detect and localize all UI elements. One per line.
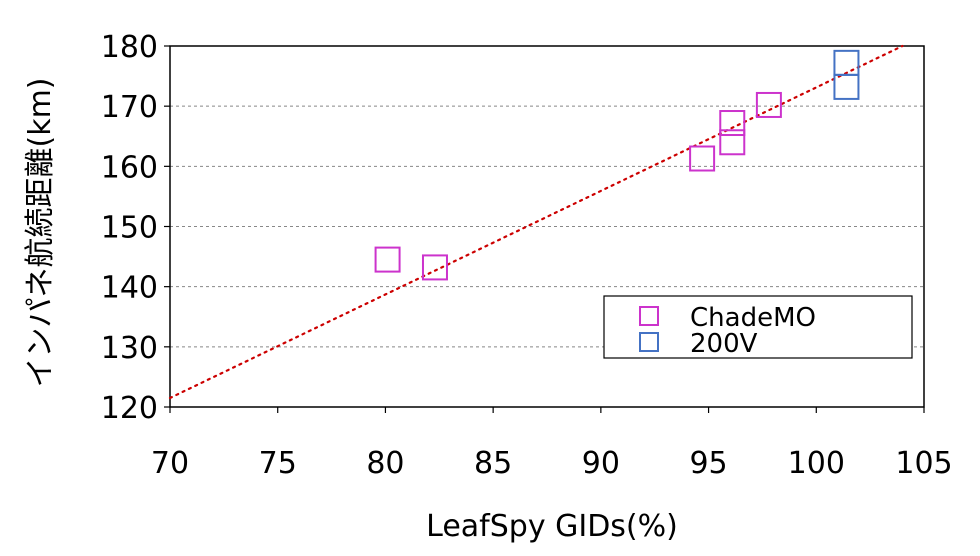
y-axis-label: インパネ航続距離(km) [23, 77, 58, 387]
point-chademo-0 [374, 246, 401, 273]
point-200v-0 [833, 49, 860, 76]
x-tick-label: 105 [895, 446, 952, 481]
legend-label-chademo: ChadeMO [690, 303, 816, 333]
legend-marker-chademo [639, 306, 659, 326]
trendline [168, 44, 904, 400]
y-tick-label: 180 [101, 30, 158, 65]
y-tick-label: 140 [101, 271, 158, 306]
y-tick-label: 160 [101, 150, 158, 185]
point-chademo-5 [755, 91, 782, 118]
legend: ChadeMO 200V [603, 295, 913, 359]
legend-marker-200v [639, 332, 659, 352]
x-tick-label: 100 [788, 446, 845, 481]
data-points [374, 49, 860, 281]
y-tick-label: 130 [101, 331, 158, 366]
x-tick-label: 80 [366, 446, 404, 481]
x-axis-label: LeafSpy GIDs(%) [426, 509, 678, 544]
y-tick-label: 170 [101, 90, 158, 125]
x-axis-ticks: 70 75 80 85 90 95 100 105 [151, 407, 953, 481]
x-tick-label: 90 [582, 446, 620, 481]
y-tick-label: 150 [101, 211, 158, 246]
point-chademo-3 [719, 110, 746, 137]
x-tick-label: 95 [689, 446, 727, 481]
x-tick-label: 70 [151, 446, 189, 481]
y-axis-ticks: 120 130 140 150 160 170 180 [101, 30, 170, 426]
point-chademo-1 [421, 254, 448, 281]
point-chademo-4 [719, 129, 746, 156]
point-chademo-2 [689, 145, 716, 172]
point-200v-1 [833, 73, 860, 100]
y-tick-label: 120 [101, 391, 158, 426]
x-tick-label: 75 [259, 446, 297, 481]
legend-label-200v: 200V [690, 329, 758, 359]
x-tick-label: 85 [474, 446, 512, 481]
legend-box [603, 295, 913, 359]
